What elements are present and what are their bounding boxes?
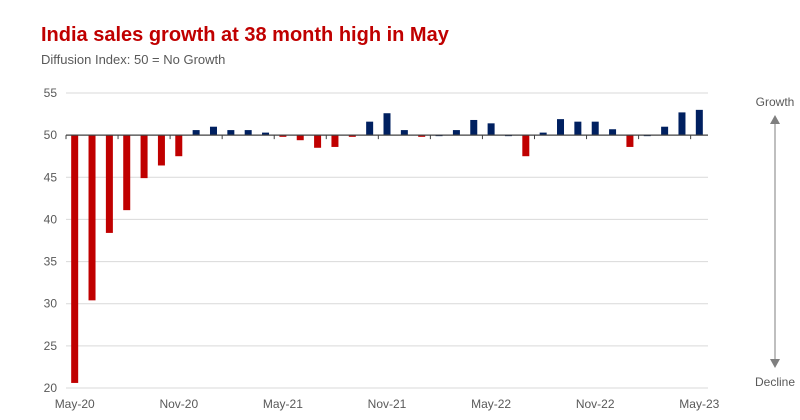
y-tick-label: 40	[44, 212, 58, 226]
y-axis: 20 25 30 35 40 45 50 55	[44, 86, 58, 395]
growth-label: Growth	[756, 95, 795, 109]
chart-title: India sales growth at 38 month high in M…	[41, 24, 449, 46]
bar-dec-20	[192, 130, 200, 136]
bar-jan-23	[626, 135, 634, 147]
bar-jul-22	[522, 135, 530, 157]
x-tick-label: May-20	[55, 397, 95, 411]
bar-aug-21	[331, 135, 339, 147]
bar-may-20	[71, 135, 79, 383]
bar-aug-20	[123, 135, 131, 211]
y-tick-label: 55	[44, 86, 58, 100]
x-tick-label: Nov-22	[576, 397, 615, 411]
y-tick-label: 45	[44, 170, 58, 184]
bar-mar-22	[452, 130, 460, 136]
growth-decline-arrow: Growth Decline	[755, 95, 795, 389]
bar-may-22	[487, 123, 495, 136]
bar-apr-23	[678, 112, 686, 136]
bar-dec-21	[400, 130, 408, 136]
bar-oct-21	[366, 121, 374, 136]
bar-apr-21	[262, 132, 270, 136]
arrow-up-icon	[770, 115, 780, 124]
bars	[71, 109, 703, 383]
x-tick-label: Nov-21	[368, 397, 407, 411]
bar-nov-22	[591, 121, 599, 136]
y-tick-label: 35	[44, 255, 58, 269]
bar-apr-22	[470, 119, 478, 136]
bar-jul-20	[105, 135, 113, 233]
y-tick-label: 50	[44, 128, 58, 142]
bar-jul-21	[314, 135, 322, 148]
x-tick-label: May-21	[263, 397, 303, 411]
y-tick-label: 20	[44, 381, 58, 395]
bar-may-23	[695, 109, 703, 136]
arrow-down-icon	[770, 359, 780, 368]
bar-sep-22	[557, 119, 565, 136]
bar-mar-23	[661, 126, 669, 136]
bar-oct-20	[157, 135, 165, 166]
x-tick-label: May-23	[679, 397, 719, 411]
x-tick-label: May-22	[471, 397, 511, 411]
bar-oct-22	[574, 121, 582, 136]
bar-sep-20	[140, 135, 148, 179]
bar-may-21	[279, 135, 287, 137]
chart-subtitle: Diffusion Index: 50 = No Growth	[41, 52, 226, 67]
bar-feb-21	[227, 130, 235, 136]
bar-nov-21	[383, 113, 391, 136]
decline-label: Decline	[755, 375, 795, 389]
bar-jan-21	[209, 126, 217, 136]
bar-jun-21	[296, 135, 304, 141]
bar-sep-21	[348, 135, 356, 137]
bar-nov-20	[175, 135, 183, 157]
x-axis: May-20 Nov-20 May-21 Nov-21 May-22 Nov-22 May-…	[55, 387, 720, 411]
x-tick-label: Nov-20	[159, 397, 198, 411]
y-tick-label: 25	[44, 339, 58, 353]
bar-mar-21	[244, 130, 252, 136]
y-tick-label: 30	[44, 297, 58, 311]
bar-jun-20	[88, 135, 96, 301]
bar-dec-22	[609, 129, 617, 136]
baseline-axis	[65, 134, 708, 140]
bar-aug-22	[539, 132, 547, 136]
bar-jan-22	[418, 135, 426, 137]
